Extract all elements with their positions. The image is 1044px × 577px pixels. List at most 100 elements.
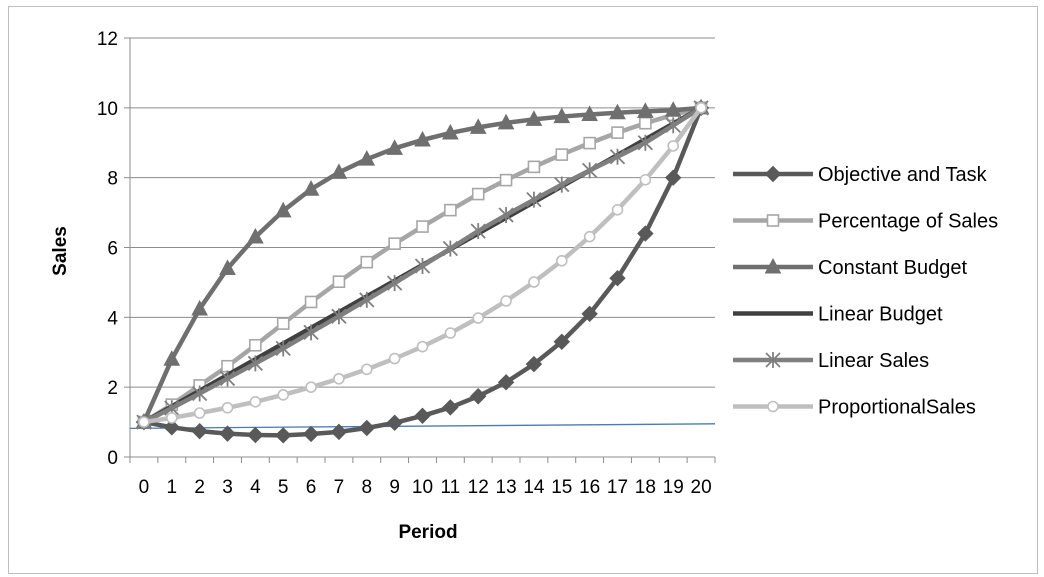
data-point-linear-sales (582, 162, 598, 179)
x-tick-label: 0 (139, 477, 150, 498)
x-tick-label: 17 (607, 477, 628, 498)
data-point-objective-and-task (386, 414, 403, 431)
y-tick-label: 0 (107, 448, 118, 469)
data-point-constant-budget (163, 350, 181, 366)
data-point-linear-sales (359, 291, 375, 308)
data-point-proportionalsales (583, 230, 596, 243)
data-point-constant-budget (414, 130, 431, 147)
data-point-linear-sales (192, 385, 208, 402)
x-tick-label: 19 (663, 477, 684, 498)
data-point-constant-budget (386, 139, 403, 155)
legend-label: Constant Budget (818, 257, 967, 279)
data-point-objective-and-task (163, 419, 180, 436)
data-point-proportionalsales (500, 295, 512, 307)
data-point-objective-and-task (442, 399, 459, 416)
data-point-proportionalsales (165, 412, 178, 424)
legend: Objective and Task Percentage of Sales Con… (733, 164, 998, 419)
data-point-linear-sales (498, 207, 514, 224)
x-tick-label: 4 (250, 477, 261, 498)
y-tick-label: 4 (107, 308, 118, 329)
data-point-percentage-of-sales (416, 220, 429, 233)
data-point-linear-sales (470, 223, 486, 240)
data-point-constant-budget (247, 227, 264, 244)
legend-marker (766, 214, 780, 227)
x-tick-label: 13 (496, 477, 517, 498)
data-point-objective-and-task (191, 422, 208, 440)
series-percentage-of-sales (137, 101, 708, 429)
trendline (129, 423, 716, 430)
data-point-constant-budget (302, 180, 320, 196)
data-point-linear-sales (609, 148, 626, 165)
data-point-proportionalsales (388, 352, 401, 365)
x-tick-label: 18 (635, 477, 656, 498)
data-point-objective-and-task (609, 270, 626, 287)
data-point-objective-and-task (637, 225, 654, 242)
x-tick-label: 12 (468, 477, 489, 498)
x-tick-label: 10 (412, 477, 433, 498)
data-point-linear-sales (331, 308, 347, 325)
x-axis: 0 1 2 3 4 5 6 7 8 9 10 11 12 13 14 15 16 17 18 19 20 (129, 456, 716, 498)
data-point-proportionalsales (416, 340, 429, 353)
data-point-constant-budget (358, 150, 376, 166)
data-point-linear-sales (554, 176, 570, 193)
data-point-objective-and-task (302, 425, 320, 443)
data-point-linear-sales (247, 355, 263, 372)
data-point-proportionalsales (138, 416, 150, 428)
x-tick-label: 5 (278, 477, 289, 498)
data-point-objective-and-task (275, 427, 292, 444)
legend-item-constant-budget: Constant Budget (733, 257, 967, 279)
data-point-percentage-of-sales (527, 160, 541, 174)
data-point-percentage-of-sales (221, 359, 234, 373)
data-point-constant-budget (191, 299, 208, 316)
data-point-constant-budget (581, 105, 598, 121)
y-axis-title: Sales (50, 226, 71, 276)
data-point-constant-budget (219, 259, 236, 275)
data-point-linear-sales (442, 240, 458, 257)
x-tick-label: 1 (166, 477, 177, 498)
data-point-proportionalsales (277, 389, 290, 401)
data-point-proportionalsales (639, 173, 652, 186)
x-tick-label: 20 (691, 477, 712, 498)
data-point-proportionalsales (444, 327, 457, 339)
gridlines (130, 37, 715, 458)
data-point-proportionalsales (528, 276, 540, 288)
data-point-objective-and-task (247, 426, 264, 444)
x-tick-label: 11 (440, 477, 460, 498)
data-point-objective-and-task (470, 388, 487, 405)
data-point-linear-sales (665, 117, 681, 134)
data-point-linear-sales (303, 324, 319, 341)
y-tick-label: 8 (107, 169, 118, 190)
data-point-percentage-of-sales (499, 173, 513, 187)
data-point-objective-and-task (414, 407, 431, 425)
x-axis-title: Period (398, 522, 457, 543)
data-point-percentage-of-sales (332, 275, 346, 289)
data-point-proportionalsales (221, 401, 234, 414)
data-point-objective-and-task (497, 374, 515, 391)
data-point-proportionalsales (249, 396, 262, 408)
data-point-constant-budget (553, 107, 571, 124)
legend-marker (765, 352, 781, 368)
y-tick-label: 12 (97, 29, 118, 50)
data-point-objective-and-task (665, 169, 682, 186)
x-tick-label: 7 (334, 477, 345, 498)
data-point-linear-sales (219, 370, 236, 387)
data-point-percentage-of-sales (471, 187, 485, 201)
legend-item-linear-budget: Linear Budget (733, 304, 943, 326)
legend-label: Linear Budget (818, 304, 943, 326)
legend-item-proportionalsales: ProportionalSales (733, 397, 976, 419)
data-point-constant-budget (609, 103, 626, 120)
data-point-percentage-of-sales (555, 148, 569, 161)
legend-label: ProportionalSales (818, 397, 976, 419)
legend-marker (764, 257, 782, 274)
data-point-proportionalsales (611, 203, 624, 216)
y-tick-label: 6 (107, 239, 118, 260)
data-point-linear-sales (275, 340, 291, 357)
data-point-proportionalsales (667, 140, 680, 152)
data-point-objective-and-task (219, 425, 236, 442)
data-point-percentage-of-sales (360, 255, 374, 269)
data-point-objective-and-task (581, 305, 598, 323)
data-point-percentage-of-sales (276, 317, 290, 330)
x-tick-label: 2 (194, 477, 205, 498)
x-tick-label: 15 (551, 477, 572, 498)
legend-label: Objective and Task (818, 164, 988, 186)
